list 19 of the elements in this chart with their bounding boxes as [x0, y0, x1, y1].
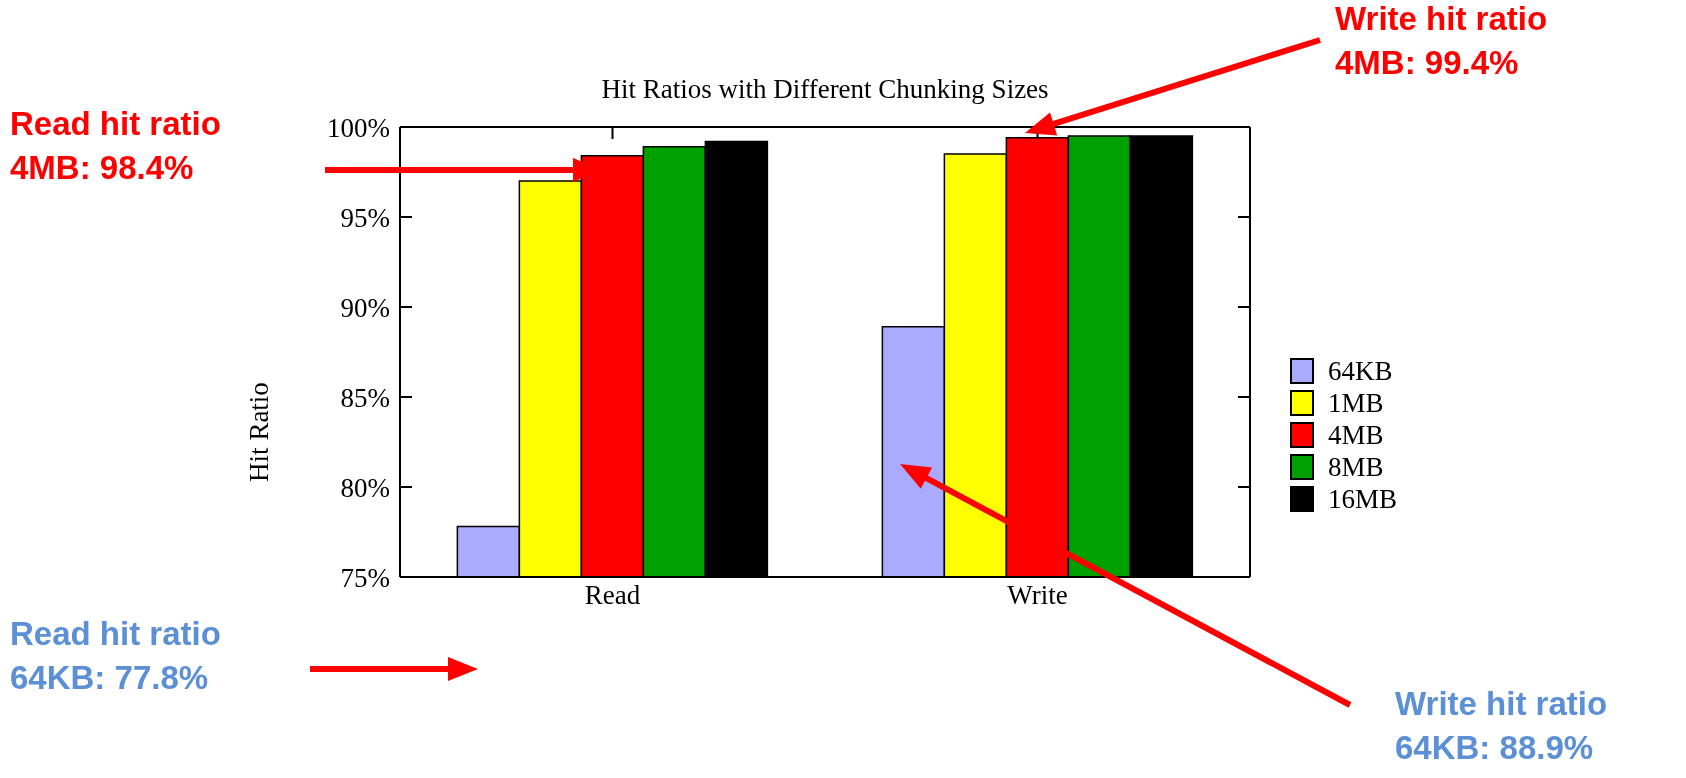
- y-tick-label: 95%: [340, 202, 390, 233]
- y-tick-label: 75%: [340, 562, 390, 593]
- y-tick-label: 80%: [340, 472, 390, 503]
- legend-label: 1MB: [1328, 387, 1384, 419]
- x-tick-label: Write: [1007, 580, 1068, 611]
- legend-label: 8MB: [1328, 451, 1384, 483]
- y-tick-label: 100%: [327, 112, 390, 143]
- text: Write hit ratio 64KB: 88.9%: [1395, 685, 1608, 766]
- text: Read hit ratio 64KB: 77.8%: [10, 615, 221, 696]
- legend-label: 16MB: [1328, 483, 1398, 515]
- y-tick-label: 85%: [340, 382, 390, 413]
- x-tick-label: Read: [584, 580, 641, 611]
- y-tick-label: 90%: [340, 292, 390, 323]
- legend-label: 4MB: [1328, 419, 1384, 451]
- text: Read hit ratio 4MB: 98.4%: [10, 105, 221, 186]
- chart-title: Hit Ratios with Different Chunking Sizes: [601, 74, 1049, 104]
- y-axis-title: Hit Ratio: [244, 382, 274, 482]
- legend-label: 64KB: [1328, 355, 1393, 387]
- text: Write hit ratio 4MB: 99.4%: [1335, 0, 1548, 81]
